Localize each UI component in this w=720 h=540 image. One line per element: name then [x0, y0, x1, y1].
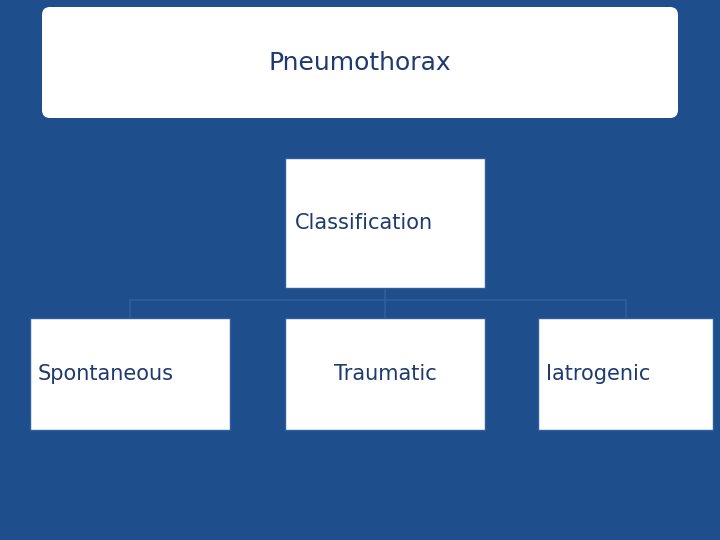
Text: Iatrogenic: Iatrogenic [546, 364, 650, 384]
FancyBboxPatch shape [42, 7, 678, 118]
Text: Pneumothorax: Pneumothorax [269, 51, 451, 75]
Text: Classification: Classification [295, 213, 433, 233]
FancyBboxPatch shape [30, 318, 230, 430]
FancyBboxPatch shape [285, 158, 485, 288]
Text: Traumatic: Traumatic [333, 364, 436, 384]
Text: Spontaneous: Spontaneous [38, 364, 174, 384]
FancyBboxPatch shape [538, 318, 713, 430]
FancyBboxPatch shape [285, 318, 485, 430]
